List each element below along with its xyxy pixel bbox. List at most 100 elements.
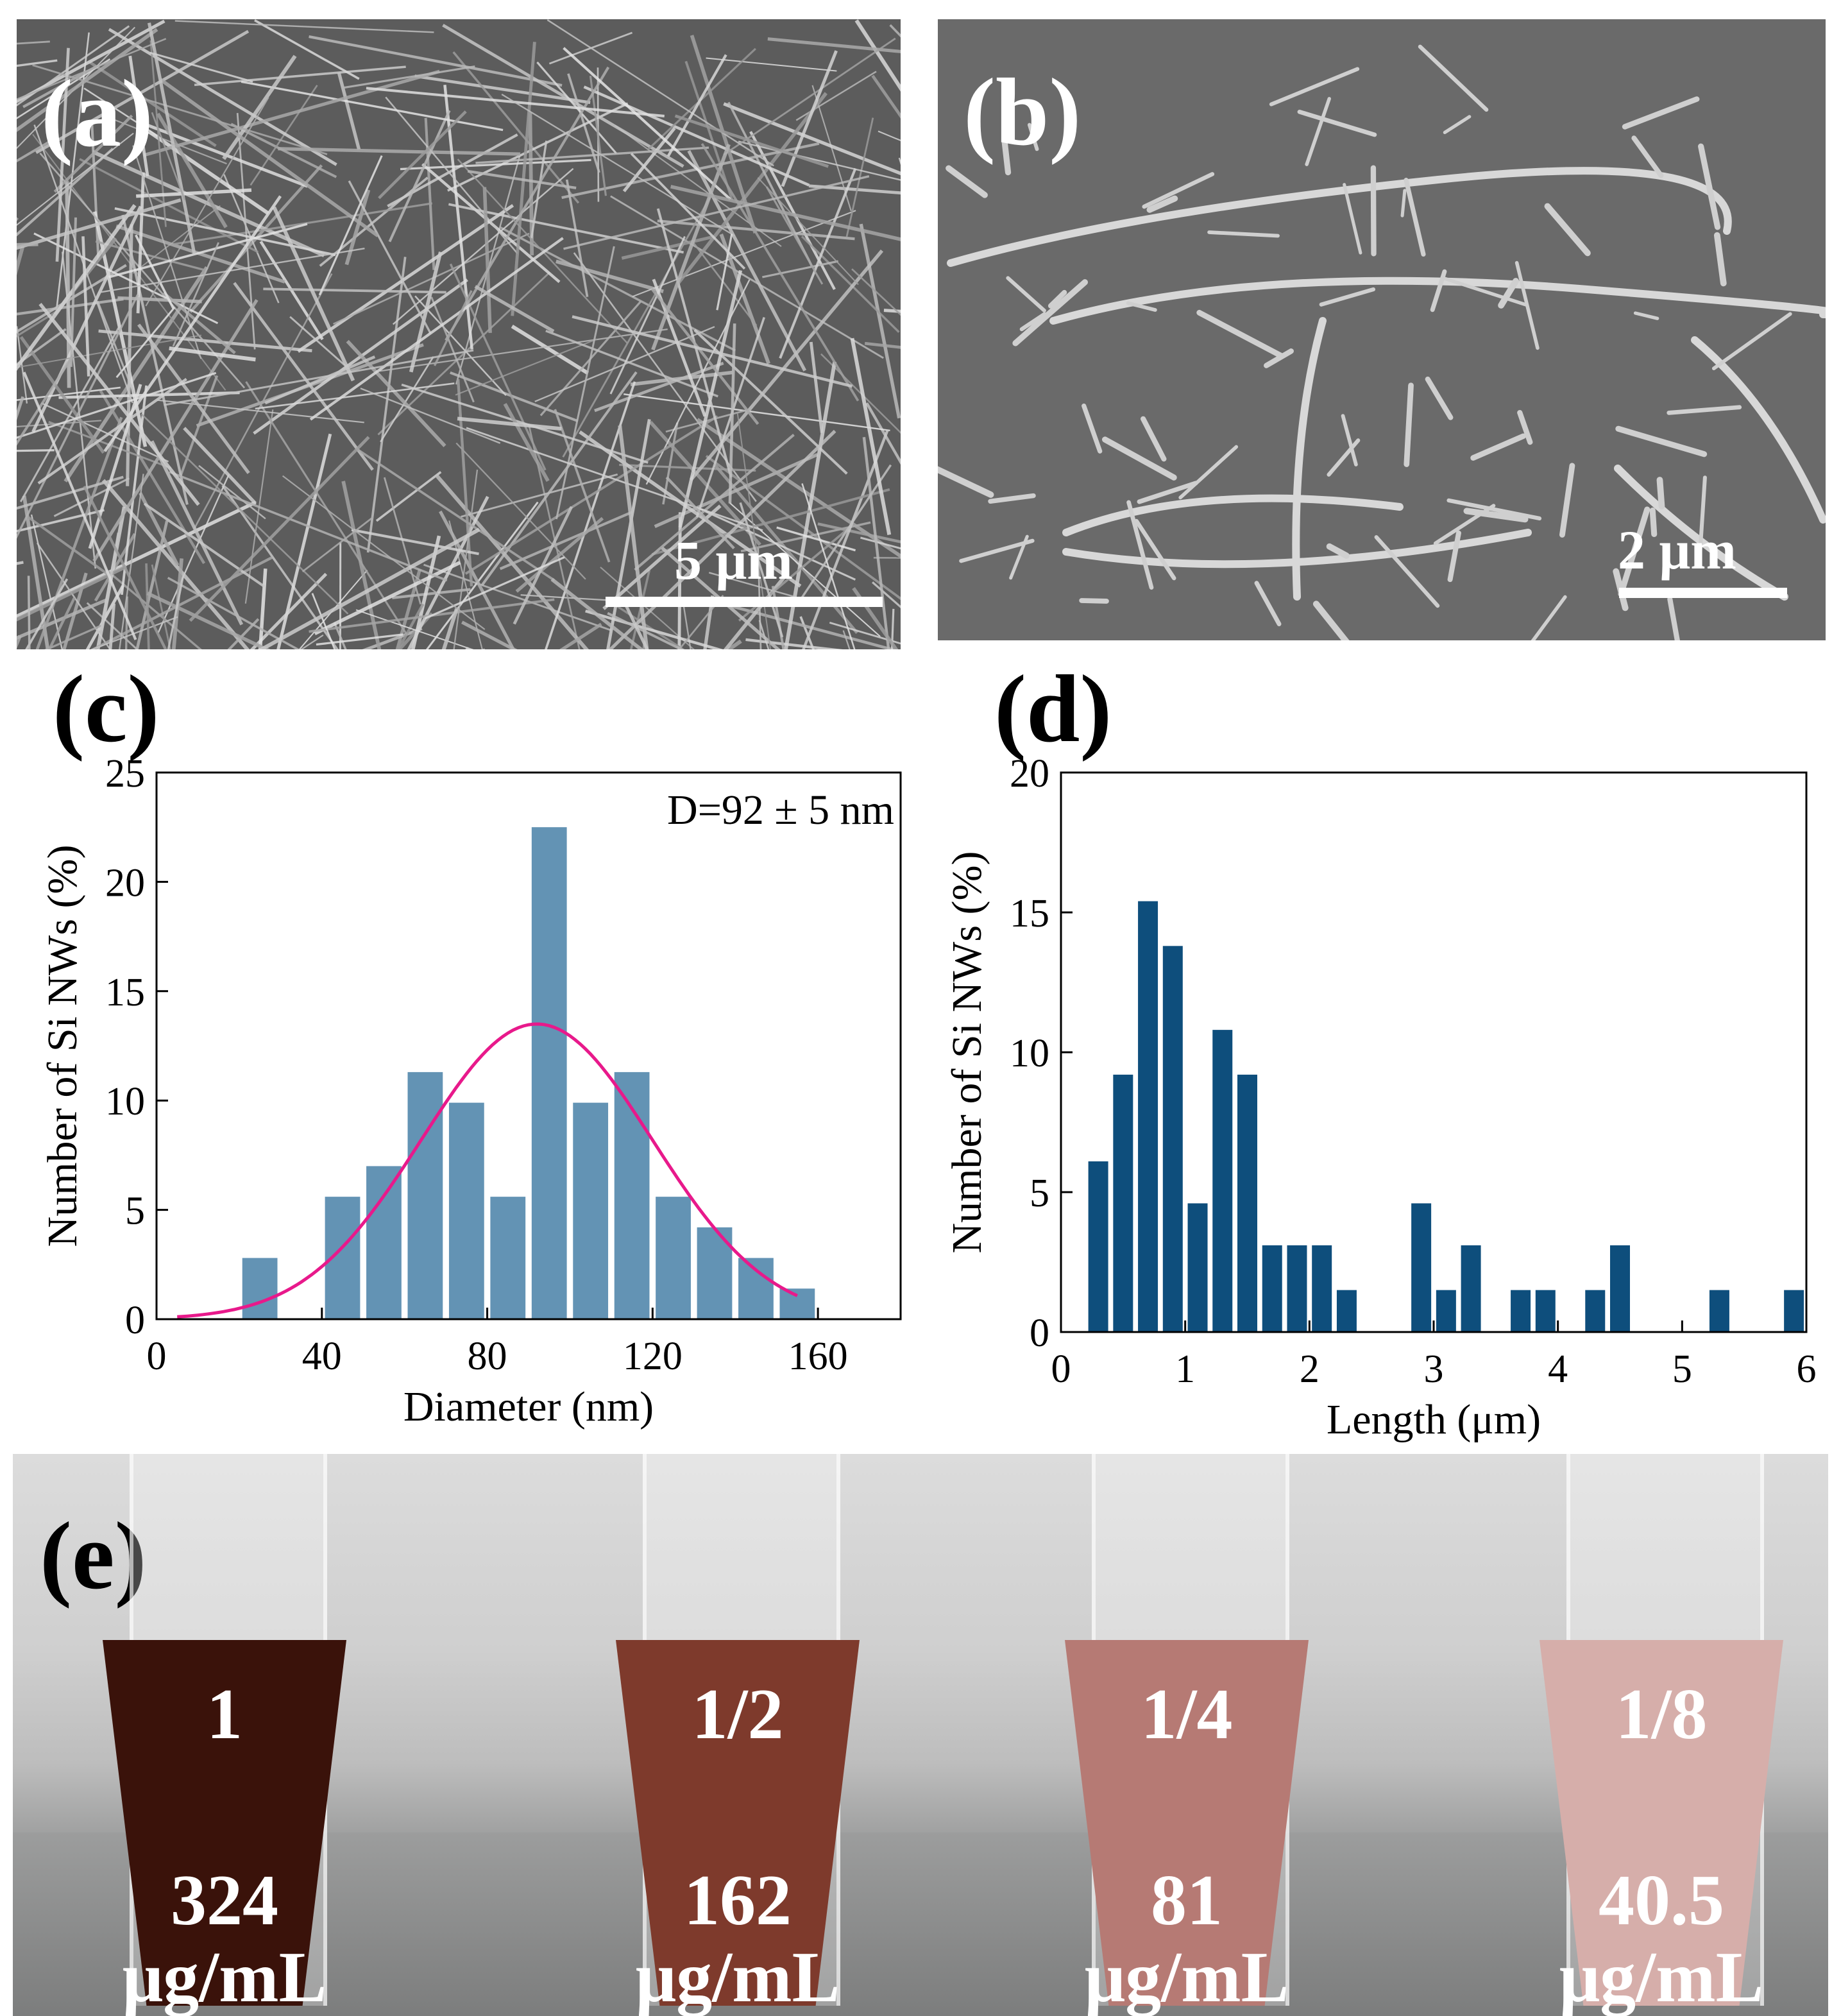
nanowire <box>407 495 489 649</box>
nanowire <box>174 202 433 245</box>
y-tick-label: 0 <box>125 1299 145 1342</box>
nanowire <box>132 205 221 274</box>
nanowire <box>85 585 124 649</box>
nanowire <box>83 485 167 649</box>
nanowire <box>17 475 124 510</box>
nanowire <box>124 596 128 649</box>
nanowire <box>174 20 434 33</box>
nanowire <box>621 235 713 260</box>
nanowire <box>719 234 770 364</box>
nanowire-fragment <box>1305 97 1331 166</box>
nanowire-fragment <box>1633 311 1659 320</box>
nanowire <box>40 402 169 463</box>
nanowire <box>172 242 219 347</box>
nanowire <box>808 184 901 195</box>
nanowire <box>47 597 76 649</box>
nanowire <box>53 114 133 193</box>
nanowire <box>666 54 727 157</box>
nanowire <box>145 97 269 307</box>
nanowire <box>148 130 269 215</box>
nanowire <box>852 586 899 649</box>
nanowire <box>22 65 98 108</box>
nanowire <box>230 123 337 178</box>
nanowire-fragment <box>1404 178 1426 257</box>
nanowire <box>198 465 266 520</box>
fit-annotation: D=92 ± 5 nm <box>667 787 894 833</box>
nanowire <box>250 572 328 649</box>
nanowire <box>128 55 149 176</box>
nanowire <box>649 420 761 546</box>
tube-4-liquid <box>1540 1640 1783 2006</box>
nanowire <box>779 167 857 359</box>
nanowire <box>377 271 550 436</box>
y-tick-label: 5 <box>125 1190 145 1233</box>
panel-label-b: (b) <box>963 59 1082 166</box>
nanowire <box>661 547 781 649</box>
nanowire-fragment <box>1517 409 1533 445</box>
nanowire <box>55 32 90 311</box>
nanowire <box>17 309 60 337</box>
nanowire <box>801 235 900 333</box>
nanowire-fragment <box>1404 382 1414 467</box>
diameter-histogram: 0 40 80 120 160 0 5 10 15 20 25 Diameter (nm) Number… <box>39 752 902 1430</box>
tube-3-unit: μg/mL <box>1084 1938 1289 2016</box>
nanowire <box>149 51 253 83</box>
nanowire-fragment <box>1425 376 1454 420</box>
nanowire <box>1062 494 1404 536</box>
nanowire <box>547 19 774 167</box>
nanowire <box>708 572 797 598</box>
nanowire <box>241 80 504 132</box>
tube-4: 1/8 40.5 μg/mL <box>1540 1454 1783 2016</box>
scalebar-label-a: 5 μm <box>674 529 793 591</box>
tube-3-ratio: 1/4 <box>1141 1675 1233 1754</box>
tube-1-concentration: 324 <box>171 1861 278 1940</box>
nanowire <box>606 419 651 649</box>
histogram-bar <box>490 1197 526 1319</box>
nanowire-fragment <box>1082 403 1103 454</box>
histogram-bar <box>1312 1245 1332 1332</box>
histogram-bar <box>738 1258 774 1319</box>
nanowire <box>534 326 715 402</box>
nanowire <box>555 246 615 520</box>
nanowire <box>17 38 167 101</box>
y-tick-label: 10 <box>1010 1032 1049 1075</box>
tube-4-concentration: 40.5 <box>1599 1861 1724 1940</box>
nanowire <box>272 206 355 382</box>
nanowire <box>167 576 300 649</box>
nanowire <box>423 563 611 631</box>
nanowire-fragment <box>1374 535 1440 608</box>
nanowire <box>309 237 564 421</box>
x-axis-label: Length (μm) <box>1327 1396 1541 1443</box>
nanowire <box>55 47 70 262</box>
nanowire <box>17 326 28 404</box>
nanowire <box>309 35 563 87</box>
nanowire-fragment <box>1418 44 1489 112</box>
nanowire-cluster-b <box>938 19 1826 640</box>
nanowire <box>515 517 604 593</box>
histogram-bar <box>1262 1245 1282 1332</box>
x-axis-label: Diameter (nm) <box>403 1383 654 1430</box>
nanowire <box>44 624 102 649</box>
nanowire <box>105 568 202 649</box>
nanowire-fragment <box>1622 96 1700 130</box>
nanowire-fragment <box>1327 438 1361 477</box>
y-tick-label: 20 <box>1010 752 1049 796</box>
nanowire-fragment <box>1146 195 1178 213</box>
tubes-photo: (e) 1 324 μg/mL 1/2 162 μg/mL 1/4 81 μg/… <box>13 1454 1828 2016</box>
nanowire-fragment <box>1312 601 1350 640</box>
histogram-bar <box>1585 1290 1606 1332</box>
nanowire <box>351 528 479 556</box>
nanowire <box>341 481 382 649</box>
nanowire <box>702 597 897 649</box>
nanowire-fragment <box>1446 498 1542 521</box>
nanowire <box>98 329 312 353</box>
nanowire-fragment <box>1264 348 1294 368</box>
nanowire <box>448 203 684 254</box>
nanowire <box>17 148 114 237</box>
nanowire <box>430 296 475 403</box>
nanowire <box>360 388 501 444</box>
nanowire <box>183 427 257 505</box>
nanowire <box>143 69 440 157</box>
nanowire <box>311 593 336 649</box>
nanowire <box>301 516 374 572</box>
